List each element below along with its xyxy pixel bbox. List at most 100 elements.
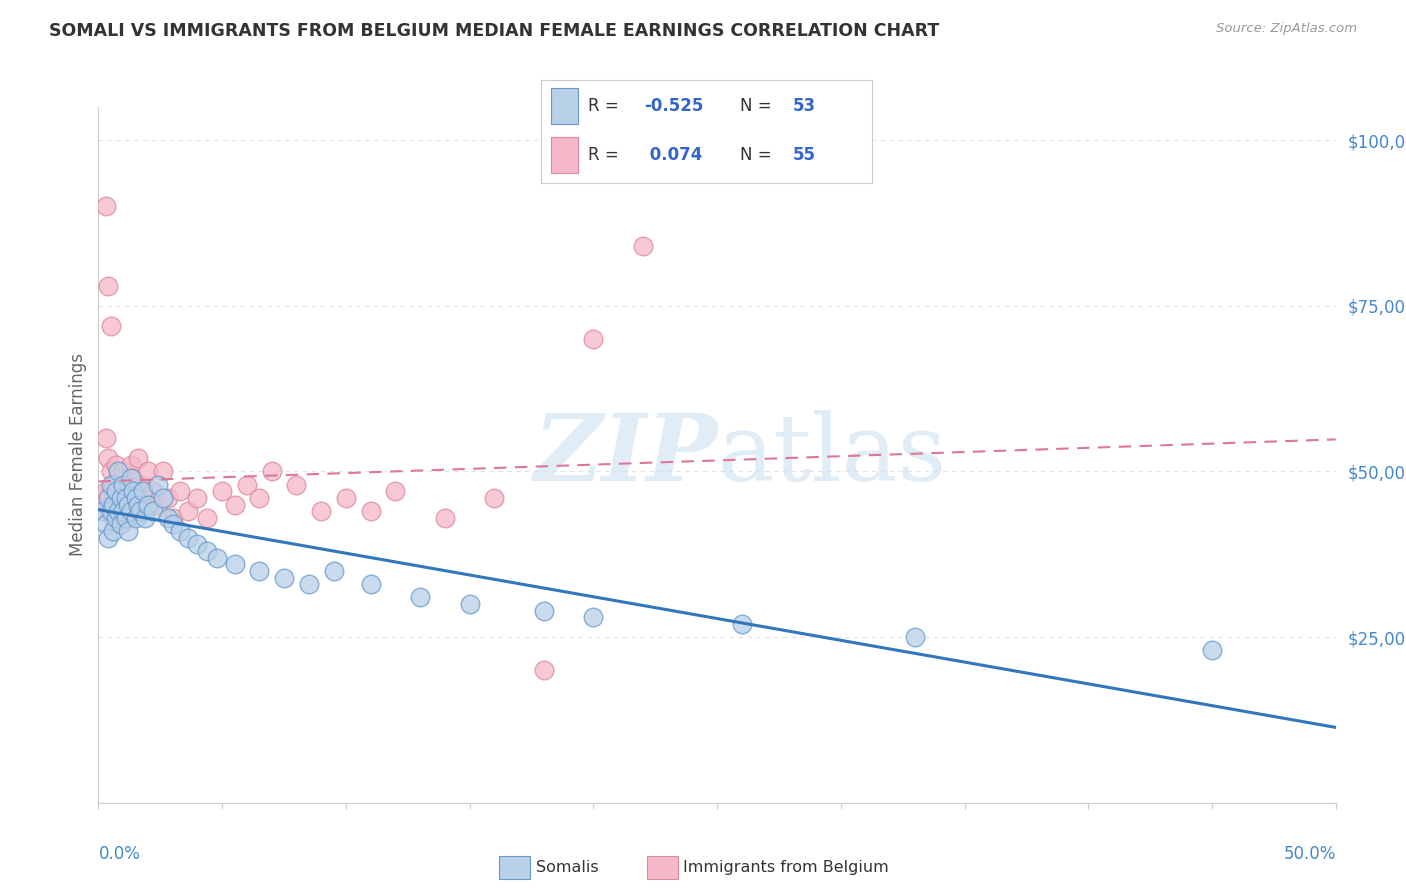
Point (136, 465, 159, 479)
Point (107, 504, 129, 518)
Point (127, 451, 149, 466)
Point (260, 465, 283, 479)
Point (94, 517, 117, 532)
Point (195, 544, 218, 558)
Text: Source: ZipAtlas.com: Source: ZipAtlas.com (1216, 22, 1357, 36)
Point (129, 477, 152, 491)
Point (146, 498, 169, 512)
Point (731, 616, 754, 631)
Point (100, 477, 122, 491)
Point (458, 597, 481, 611)
Point (122, 471, 145, 485)
Point (124, 491, 146, 505)
Point (120, 471, 142, 485)
Point (582, 332, 605, 346)
Point (112, 504, 135, 518)
Point (114, 477, 136, 491)
Text: 0.074: 0.074 (644, 145, 702, 163)
Bar (551, 136, 578, 173)
Point (122, 504, 145, 518)
Point (120, 458, 142, 472)
Point (103, 477, 125, 491)
Point (110, 484, 132, 499)
Point (124, 484, 146, 499)
Text: Somalis: Somalis (536, 860, 599, 874)
Point (103, 498, 125, 512)
Text: atlas: atlas (717, 410, 946, 500)
Text: ZIP: ZIP (533, 410, 717, 500)
Text: N =: N = (740, 145, 776, 163)
Point (247, 491, 270, 505)
Point (122, 484, 145, 499)
Bar (551, 88, 578, 124)
Point (384, 484, 406, 499)
Point (104, 511, 127, 525)
Text: R =: R = (588, 97, 624, 115)
Point (484, 491, 506, 505)
Point (298, 577, 321, 591)
Point (146, 477, 169, 491)
Point (322, 564, 344, 578)
Point (103, 524, 125, 538)
Point (152, 491, 174, 505)
Point (162, 511, 184, 525)
Point (93, 504, 115, 518)
Point (134, 504, 156, 518)
Point (94, 431, 117, 445)
Point (97, 491, 120, 505)
Point (127, 498, 149, 512)
Point (224, 558, 246, 572)
Point (114, 491, 136, 505)
Point (100, 465, 122, 479)
Text: 50.0%: 50.0% (1284, 845, 1336, 863)
Point (110, 491, 132, 505)
Point (129, 504, 152, 518)
Point (132, 484, 155, 499)
Point (120, 504, 142, 518)
Point (309, 504, 332, 518)
Point (582, 610, 605, 624)
Point (533, 604, 555, 618)
Point (186, 537, 208, 551)
Point (107, 471, 129, 485)
Point (335, 491, 357, 505)
Point (114, 504, 136, 518)
Point (110, 517, 132, 532)
Point (94, 199, 117, 213)
Point (631, 239, 654, 253)
Point (152, 465, 174, 479)
Point (224, 498, 246, 512)
Point (136, 498, 159, 512)
Point (100, 504, 122, 518)
Text: Immigrants from Belgium: Immigrants from Belgium (683, 860, 889, 874)
Point (409, 591, 432, 605)
Point (236, 477, 259, 491)
Point (156, 511, 179, 525)
Point (273, 570, 295, 584)
Point (103, 511, 125, 525)
Point (97, 279, 120, 293)
Point (124, 511, 146, 525)
Point (162, 517, 184, 532)
Point (100, 318, 122, 333)
Point (117, 498, 139, 512)
Point (360, 504, 382, 518)
Point (186, 491, 208, 505)
Y-axis label: Median Female Earnings: Median Female Earnings (69, 353, 87, 557)
Point (176, 531, 198, 545)
Point (97, 451, 120, 466)
Point (285, 477, 308, 491)
Point (112, 465, 135, 479)
Point (142, 484, 165, 499)
Point (100, 498, 122, 512)
Point (107, 465, 129, 479)
Point (134, 511, 156, 525)
Point (533, 663, 555, 677)
Point (176, 504, 198, 518)
Point (107, 504, 129, 518)
Point (104, 491, 127, 505)
Point (120, 491, 142, 505)
Text: R =: R = (588, 145, 624, 163)
Text: SOMALI VS IMMIGRANTS FROM BELGIUM MEDIAN FEMALE EARNINGS CORRELATION CHART: SOMALI VS IMMIGRANTS FROM BELGIUM MEDIAN… (49, 22, 939, 40)
Point (104, 458, 127, 472)
